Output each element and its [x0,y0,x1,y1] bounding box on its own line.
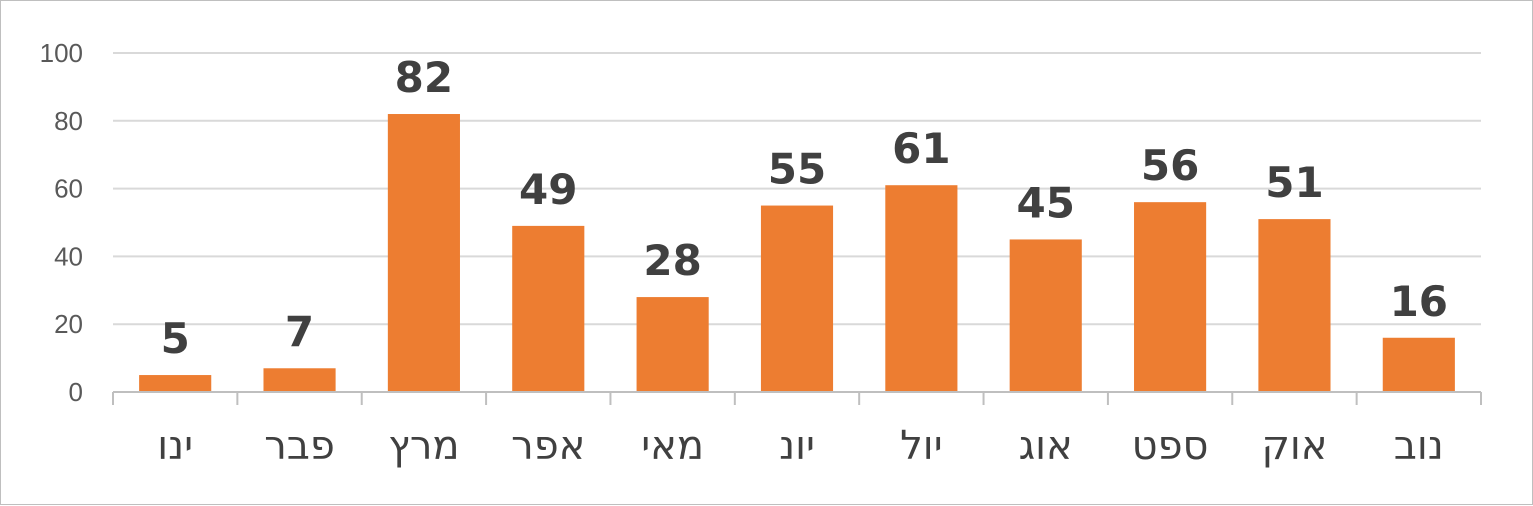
bar [1382,337,1455,392]
x-axis [112,391,1482,405]
data-label: 56 [1141,141,1199,190]
y-tick-label: 0 [69,377,83,407]
y-tick-label: 20 [54,309,83,339]
data-label: 61 [892,124,950,173]
bar [1258,219,1331,392]
bars [139,114,1455,393]
x-axis-ticks: ינו פבר מרץ אפר מאי יונ יול אוג ספט אוק נוב [157,423,1444,469]
y-tick-label: 60 [54,174,83,204]
data-label: 7 [285,307,314,356]
bar [387,114,460,393]
bar [1134,202,1207,392]
y-tick-label: 100 [40,38,83,68]
y-axis-ticks: 0 20 40 60 80 100 [40,38,83,407]
bar [885,185,958,392]
bar [512,225,585,392]
data-label: 45 [1017,178,1075,227]
bar [1009,239,1082,392]
x-tick-label: מאי [641,423,704,469]
bar [760,205,834,392]
x-tick-label: אוג [1019,423,1073,469]
x-tick-label: ספט [1132,423,1209,469]
data-labels: 5 7 82 49 28 55 61 45 56 51 16 [161,53,1448,363]
x-tick-label: ינו [157,423,193,469]
data-label: 82 [395,53,453,102]
x-tick-label: יול [900,423,943,469]
x-tick-label: אוק [1261,423,1327,469]
data-label: 28 [643,236,701,285]
bar [636,297,709,392]
x-tick-label: פבר [264,423,335,469]
data-label: 55 [768,145,826,194]
data-label: 51 [1265,158,1323,207]
x-tick-label: נוב [1394,423,1444,469]
gridlines [113,52,1481,326]
bar [139,375,212,392]
data-label: 16 [1390,277,1448,326]
bar [263,368,336,392]
data-label: 49 [519,165,577,214]
x-tick-label: יונ [779,423,815,469]
y-tick-label: 80 [54,106,83,136]
data-label: 5 [161,314,190,363]
x-tick-label: אפר [511,423,585,469]
y-tick-label: 40 [54,241,83,271]
x-tick-label: מרץ [388,423,459,469]
